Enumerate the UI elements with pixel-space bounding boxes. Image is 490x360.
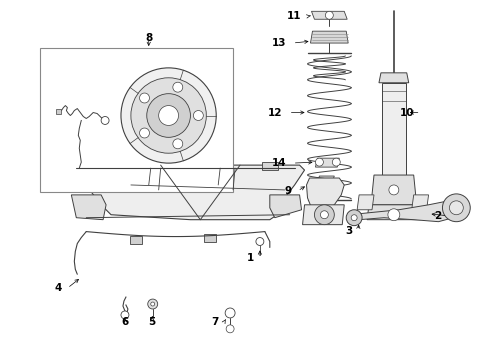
Polygon shape [316,158,339,167]
Circle shape [131,78,206,153]
Polygon shape [382,83,406,175]
Circle shape [173,139,183,149]
Circle shape [173,82,183,92]
Polygon shape [204,234,216,242]
Circle shape [332,158,340,166]
Polygon shape [270,195,301,218]
Polygon shape [302,205,344,225]
Text: 14: 14 [272,158,287,168]
Text: 12: 12 [268,108,283,117]
Text: 5: 5 [148,317,155,327]
Text: 13: 13 [272,38,287,48]
Polygon shape [371,175,416,205]
Polygon shape [72,165,305,220]
Text: 10: 10 [400,108,415,117]
Text: 1: 1 [246,253,254,264]
Circle shape [151,302,155,306]
Circle shape [256,238,264,246]
Polygon shape [56,109,61,113]
Polygon shape [312,11,347,19]
Bar [40,48,233,192]
Polygon shape [307,178,344,210]
Polygon shape [412,195,429,210]
Circle shape [389,185,399,195]
Polygon shape [311,31,348,43]
Circle shape [346,210,362,226]
Polygon shape [130,235,142,243]
Circle shape [449,201,464,215]
Circle shape [315,205,334,225]
Polygon shape [349,200,458,222]
Circle shape [226,325,234,333]
Polygon shape [367,205,420,220]
Circle shape [148,299,158,309]
Polygon shape [88,162,104,170]
Circle shape [194,111,203,121]
Polygon shape [72,195,106,220]
Circle shape [121,68,216,163]
Circle shape [225,308,235,318]
Text: 3: 3 [345,226,352,235]
Text: 11: 11 [287,11,301,21]
Polygon shape [318,176,334,182]
Circle shape [316,158,323,166]
Polygon shape [379,73,409,83]
Circle shape [121,311,129,319]
Polygon shape [262,162,278,170]
Text: 8: 8 [145,33,152,43]
Text: 2: 2 [434,211,441,221]
Circle shape [140,128,149,138]
Polygon shape [357,195,374,210]
Text: 4: 4 [54,283,61,293]
Circle shape [147,94,191,137]
Circle shape [388,209,400,221]
Circle shape [101,117,109,125]
Circle shape [351,215,357,221]
Circle shape [159,105,178,125]
Circle shape [320,211,328,219]
Text: 7: 7 [211,317,218,327]
Text: 9: 9 [285,186,292,196]
Text: 6: 6 [122,317,128,327]
Circle shape [442,194,470,222]
Circle shape [140,93,149,103]
Circle shape [325,11,333,19]
